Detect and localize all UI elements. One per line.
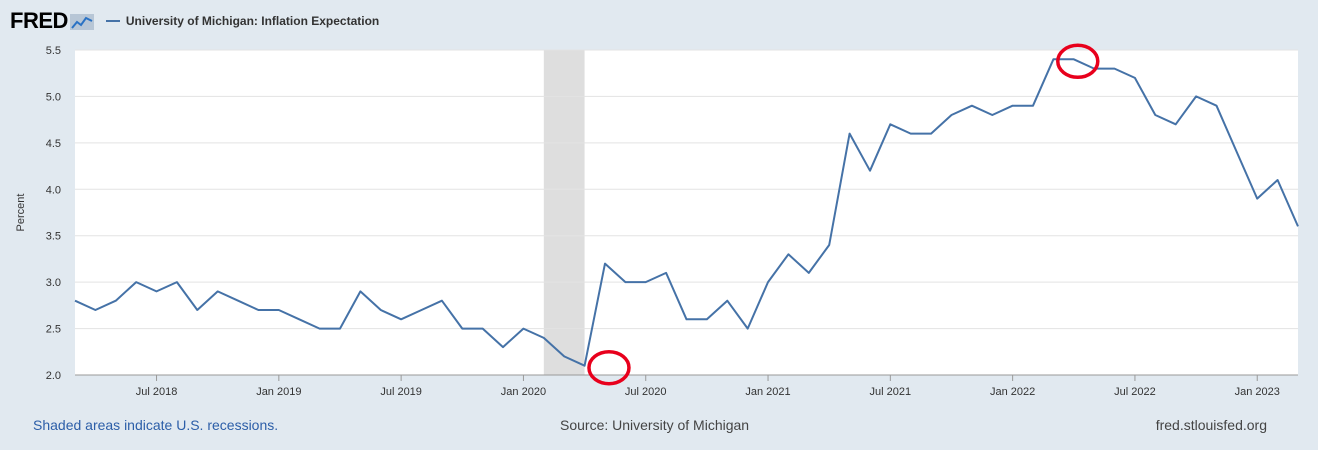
x-tick-label: Jan 2022 xyxy=(990,386,1035,398)
plot-area xyxy=(75,50,1298,375)
trough-circle-annotation xyxy=(587,349,631,386)
y-tick-label: 2.5 xyxy=(46,324,61,336)
x-tick-label: Jan 2019 xyxy=(256,386,301,398)
x-tick-label: Jan 2023 xyxy=(1235,386,1280,398)
y-tick-label: 2.0 xyxy=(46,370,61,382)
peak-circle-annotation xyxy=(1056,43,1100,80)
site-link[interactable]: fred.stlouisfed.org xyxy=(1155,417,1267,433)
y-axis-label: Percent xyxy=(15,194,27,232)
y-tick-label: 4.5 xyxy=(46,138,61,150)
x-tick-label: Jan 2020 xyxy=(501,386,546,398)
line-chart[interactable]: 2.0 2.5 3.0 3.5 4.0 4.5 5.0 5.5 Jul 2018 Jan 2019… xyxy=(0,36,1318,406)
fred-logo[interactable]: FRED xyxy=(10,8,68,33)
recession-band xyxy=(543,50,585,375)
legend-label[interactable]: University of Michigan: Inflation Expect… xyxy=(125,14,380,28)
y-tick-label: 5.5 xyxy=(46,45,61,57)
source-text: Source: University of Michigan xyxy=(560,417,750,433)
recession-note: Shaded areas indicate U.S. recessions. xyxy=(33,417,279,433)
x-tick-label: Jul 2021 xyxy=(870,386,912,398)
x-tick-label: Jul 2019 xyxy=(380,386,422,398)
y-tick-label: 3.5 xyxy=(46,231,61,243)
x-tick-label: Jul 2022 xyxy=(1114,386,1156,398)
legend: University of Michigan: Inflation Expect… xyxy=(105,14,380,28)
chart-header: FRED University of Michigan: Inflation E… xyxy=(10,6,379,36)
y-tick-label: 4.0 xyxy=(46,184,61,196)
legend-swatch xyxy=(105,20,120,22)
x-tick-label: Jan 2021 xyxy=(745,386,790,398)
y-tick-label: 3.0 xyxy=(46,277,61,289)
x-tick-label: Jul 2018 xyxy=(136,386,178,398)
x-tick-label: Jul 2020 xyxy=(625,386,667,398)
line-chart-icon xyxy=(69,14,94,30)
y-tick-label: 5.0 xyxy=(46,91,61,103)
